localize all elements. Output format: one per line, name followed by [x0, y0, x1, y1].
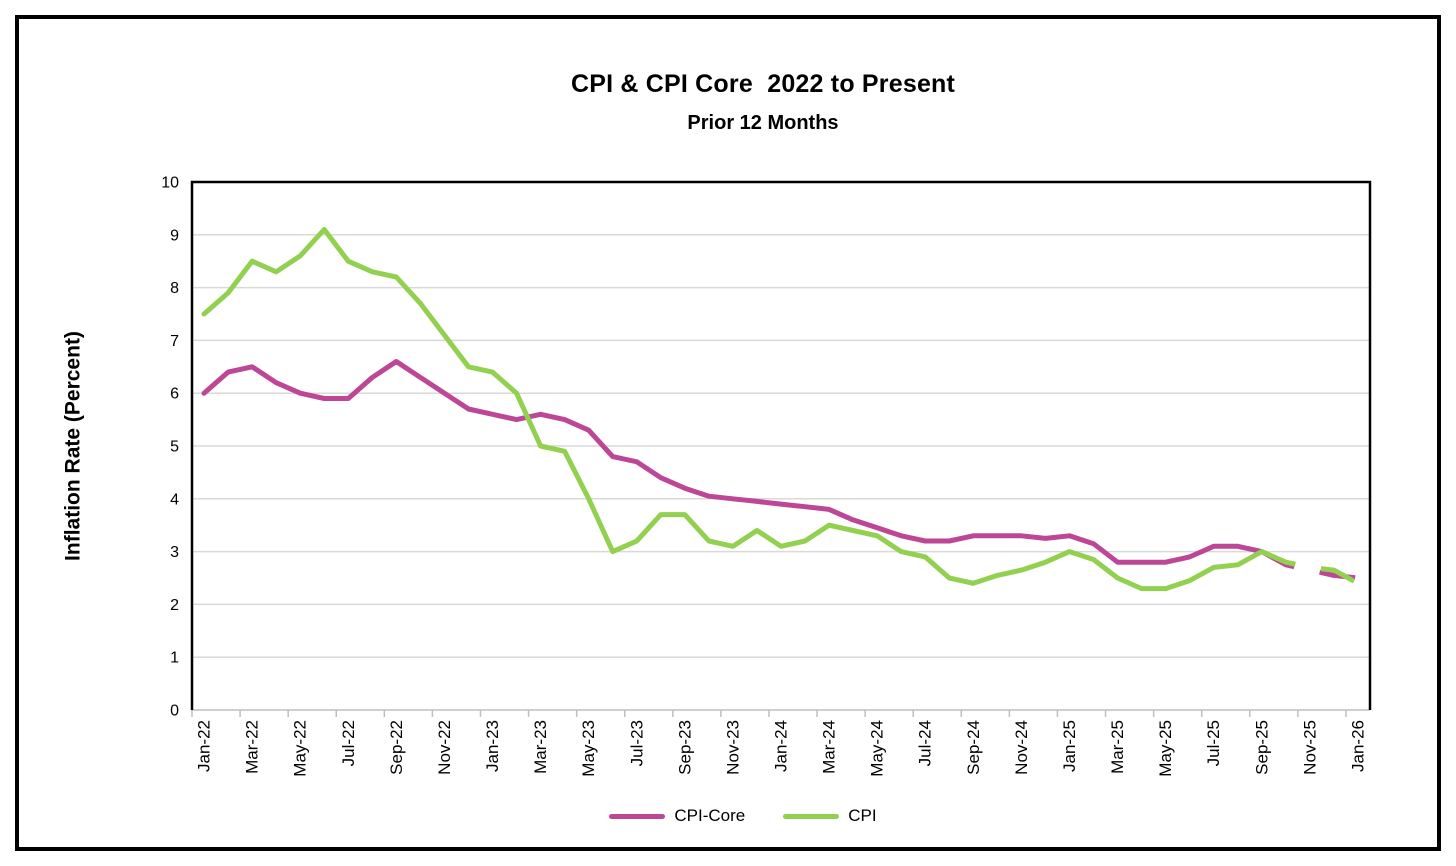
x-tick-label: Mar-25: [1108, 720, 1127, 774]
y-tick-label: 10: [161, 175, 179, 192]
y-tick-label: 8: [170, 280, 179, 297]
x-tick-label: Sep-25: [1252, 720, 1271, 775]
plot-border: [190, 180, 1372, 710]
x-tick-label: Nov-24: [1012, 720, 1031, 775]
x-tick-label: Jan-22: [195, 720, 214, 772]
x-tick-label: May-23: [579, 720, 598, 777]
x-tick-label: Jan-23: [483, 720, 502, 772]
y-tick-label: 5: [170, 439, 179, 456]
legend-item-cpi: CPI: [783, 806, 877, 826]
y-tick-label: 9: [170, 227, 179, 244]
figure-border: [15, 15, 1441, 851]
x-tick-label: Mar-22: [243, 720, 262, 774]
y-tick-label: 6: [170, 386, 179, 403]
x-tick-label: Nov-23: [723, 720, 742, 775]
x-tick-label: Nov-25: [1300, 720, 1319, 775]
x-tick-label: Nov-22: [435, 720, 454, 775]
x-tick-label: Jul-22: [339, 720, 358, 766]
x-tick-label: May-25: [1156, 720, 1175, 777]
x-tick-label: May-24: [868, 720, 887, 777]
chart-title: CPI & CPI Core 2022 to Present: [570, 70, 956, 98]
y-tick-label: 1: [170, 650, 179, 667]
y-tick-label: 7: [170, 333, 179, 350]
y-tick-label: 4: [170, 491, 179, 508]
chart-legend: CPI-Core CPI: [0, 806, 1456, 826]
series-line-cpi-projected: [1260, 549, 1360, 586]
x-tick-label: Jan-24: [772, 720, 791, 772]
legend-label-cpi: CPI: [848, 806, 877, 825]
x-tick-label: Jul-24: [916, 720, 935, 766]
y-tick-label: 3: [170, 544, 179, 561]
x-tick-label: Mar-23: [531, 720, 550, 774]
x-tick-label: Jan-25: [1060, 720, 1079, 772]
x-tick-label: Jul-25: [1204, 720, 1223, 766]
series-line-cpi: [201, 227, 1265, 592]
x-tick-label: Sep-23: [675, 720, 694, 775]
x-tick-label: May-22: [291, 720, 310, 777]
y-axis-title: Inflation Rate (Percent): [62, 331, 85, 561]
y-tick-label: 0: [170, 703, 179, 720]
legend-item-cpi-core: CPI-Core: [609, 806, 745, 826]
x-tick-label: Mar-24: [820, 720, 839, 774]
legend-swatch-cpi-core: [609, 813, 666, 819]
x-tick-label: Sep-22: [387, 720, 406, 775]
legend-swatch-cpi: [783, 813, 840, 819]
legend-label-cpi-core: CPI-Core: [674, 806, 746, 825]
y-tick-label: 2: [170, 597, 179, 614]
x-tick-label: Jan-26: [1348, 720, 1367, 772]
chart-subtitle: Prior 12 Months: [687, 112, 839, 134]
series-line-cpi-core: [201, 359, 1265, 565]
x-tick-label: Jul-23: [627, 720, 646, 766]
x-tick-label: Sep-24: [964, 720, 983, 775]
